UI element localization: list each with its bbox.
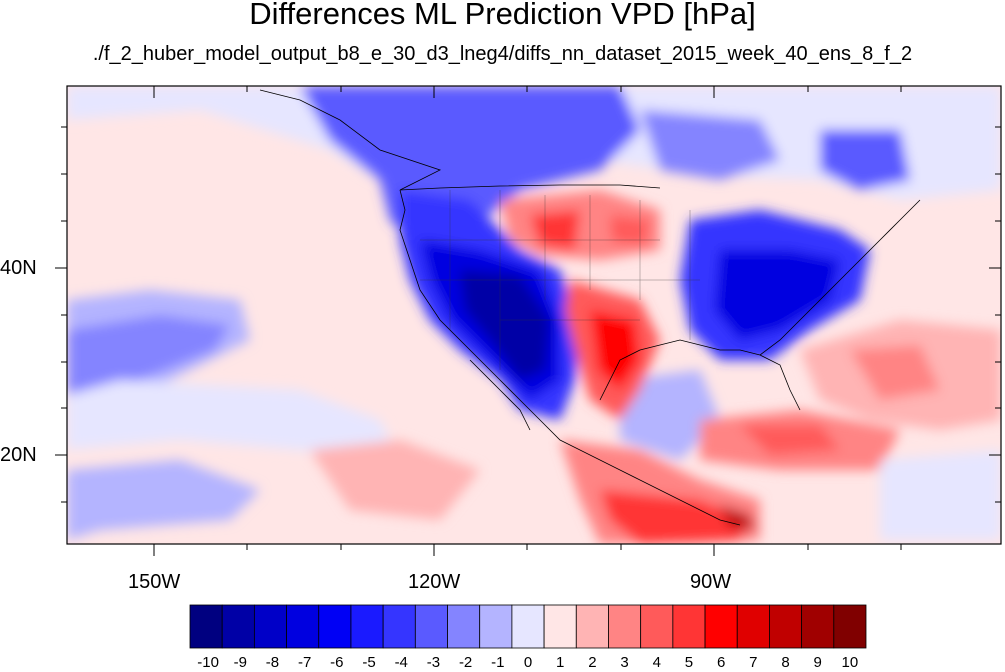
- colorbar-box: [543, 604, 577, 649]
- coastlines: [259, 89, 921, 526]
- colorbar-box: [736, 604, 770, 649]
- colorbar-box: [672, 604, 706, 649]
- colorbar-tick-label: 3: [620, 654, 629, 671]
- colorbar-box: [189, 604, 223, 649]
- colorbar-box: [704, 604, 738, 649]
- colorbar-boxes: [189, 604, 867, 649]
- colorbar-tick-label: -5: [362, 654, 376, 671]
- map-subtitle: ./f_2_huber_model_output_b8_e_30_d3_lneg…: [92, 43, 913, 65]
- colorbar-box: [221, 604, 255, 649]
- colorbar-tick-label: 1: [556, 654, 565, 671]
- colorbar-box: [608, 604, 642, 649]
- colorbar-tick-label: -9: [233, 654, 247, 671]
- lat-label-40n: 40N: [0, 257, 37, 279]
- map-title: Differences ML Prediction VPD [hPa]: [249, 0, 756, 31]
- colorbar-tick-label: -2: [458, 654, 473, 671]
- colorbar-tick-label: -10: [197, 654, 219, 671]
- colorbar-tick-label: 9: [813, 654, 822, 671]
- colorbar-box: [253, 604, 287, 649]
- colorbar-tick-label: -3: [426, 654, 441, 671]
- colorbar-box: [640, 604, 674, 649]
- colorbar-tick-label: 6: [716, 654, 726, 671]
- colorbar-tick-label: -1: [491, 654, 505, 671]
- colorbar-box: [801, 604, 835, 649]
- colorbar-tick-label: -7: [297, 654, 312, 671]
- lon-label-150w: 150W: [128, 571, 181, 593]
- colorbar-box: [350, 604, 384, 649]
- colorbar-box: [769, 604, 803, 649]
- colorbar-tick-label: 5: [684, 654, 694, 671]
- colorbar-box: [479, 604, 513, 649]
- colorbar-box: [318, 604, 352, 649]
- colorbar-tick-label: 4: [652, 654, 661, 671]
- colorbar-box: [575, 604, 609, 649]
- colorbar-box: [511, 604, 545, 649]
- colorbar-tick-label: 7: [749, 654, 758, 671]
- colorbar-tick-label: 2: [588, 654, 597, 671]
- colorbar-tick-label: 8: [781, 654, 790, 671]
- state-borders: [420, 190, 700, 370]
- lon-label-120w: 120W: [408, 571, 461, 593]
- colorbar-tick-label: -6: [330, 654, 344, 671]
- colorbar-box: [414, 604, 448, 649]
- lat-label-20n: 20N: [0, 444, 37, 466]
- colorbar-box: [833, 604, 867, 649]
- colorbar-box: [286, 604, 320, 649]
- colorbar-tick-label: 0: [523, 654, 533, 671]
- lat-ticks: [55, 126, 1001, 503]
- colorbar-tick-label: 10: [841, 654, 859, 671]
- lon-label-90w: 90W: [690, 571, 732, 593]
- colorbar-tick-label: -4: [394, 654, 408, 671]
- map-field: [67, 86, 1001, 544]
- colorbar-tick-label: -8: [265, 654, 280, 671]
- colorbar-box: [447, 604, 481, 649]
- lon-ticks: [153, 86, 902, 556]
- colorbar-box: [382, 604, 416, 649]
